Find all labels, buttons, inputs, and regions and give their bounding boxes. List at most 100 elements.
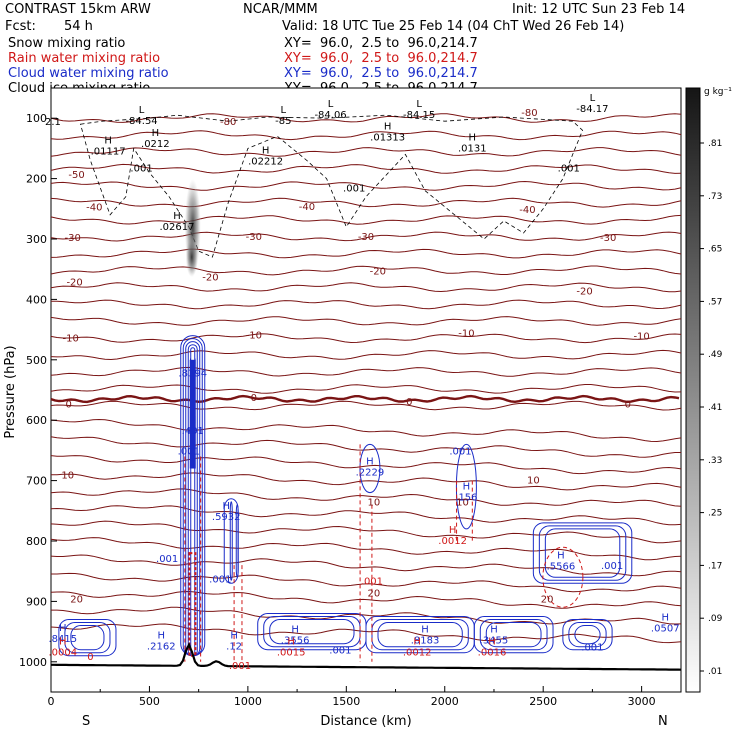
isotherm-label: -40 [519,205,535,216]
isotherm-line [50,214,682,225]
isotherm-line [50,384,682,394]
extremum-marker: H [469,132,477,143]
extremum-marker: L [416,99,422,110]
field-xy-cloud-water: XY= 96.0, 2.5 to 96.0,214.7 [284,66,478,81]
extremum-value: .8394 [178,369,207,380]
isotherm-line [50,590,682,609]
cloud-layer-contour [568,622,607,648]
extremum-low: L-84.06 [314,99,346,121]
isotherm-label: -80 [521,108,537,119]
forecast-label: Fcst: [5,19,36,34]
contour-value-label: .001 [209,574,231,585]
extremum-value: .8415 [48,634,77,645]
isotherm-line [50,488,682,507]
extremum-high: H.2229 [356,457,385,479]
isotherm-line [50,265,682,276]
extremum-value: -84.17 [576,104,608,115]
extremum-marker: H [189,415,197,426]
extremum-marker: H [413,637,421,648]
extremum-high: H.8415 [48,623,77,645]
extremum-high: H.0016 [478,637,507,659]
isotherm-line [50,147,682,157]
extremum-value: -84.15 [403,110,435,121]
extremum-high: H.02212 [248,146,283,168]
isotherm-line [50,299,682,310]
south-label: S [82,714,90,729]
colorbar-tick-label-1: .09 [708,614,723,624]
x-tick-label-3: 1500 [332,695,360,708]
isotherm-line [50,505,682,526]
cloud-layer-contour [485,622,542,648]
extremum-value: .8183 [411,636,440,647]
extremum-value: .01117 [91,146,126,157]
extremum-value: .5932 [212,512,241,523]
colorbar-tick-label-7: .57 [708,297,722,307]
freezing-level-line [50,394,680,404]
cloud-layer-contour [229,501,233,581]
isotherm-line [50,163,682,174]
extremum-value: -84.54 [125,116,157,127]
terrain-line [51,642,682,671]
extremum-value: .0012 [403,648,432,659]
isotherm-label: -30 [246,232,262,243]
extremum-low: L-84.54 [125,105,157,127]
north-label: N [658,714,668,729]
extremum-marker: H [366,457,374,468]
extremum-marker: H [157,631,165,642]
field-name-cloud-water: Cloud water mixing ratio [8,66,169,81]
colorbar-tick-label-0: .01 [708,667,722,677]
cloud-layer-contour [269,618,355,645]
field-name-snow: Snow mixing ratio [8,36,126,51]
isotherm-label: 10 [456,498,469,509]
field-xy-snow: XY= 96.0, 2.5 to 96.0,214.7 [284,36,478,51]
cloud-layer-contour [562,619,613,651]
extremum-marker: H [421,625,429,636]
field-xy-rain: XY= 96.0, 2.5 to 96.0,214.7 [284,51,478,66]
isotherm-line [50,282,682,293]
extremum-marker: H [488,637,496,648]
isotherm-line [50,537,682,561]
x-tick-label-0: 0 [48,695,55,708]
contour-value-label: .001 [601,561,623,572]
isotherm-label: -20 [576,286,592,297]
isotherm-label: 0 [66,399,72,410]
isotherm-label: 10 [61,471,74,482]
extremum-value: .0507 [651,624,680,635]
extremum-value: -84.06 [314,110,346,121]
cloud-layer-contour [532,522,633,584]
extremum-high: H.3556 [281,625,310,647]
y-tick-label-0: 100 [26,112,47,125]
isotherm-label: -20 [202,272,218,283]
model-title: CONTRAST 15km ARW [5,2,151,17]
extremum-value: -85 [275,116,291,127]
colorbar [685,87,701,693]
extremum-value: .2229 [356,468,385,479]
extremum-value: .5566 [547,561,576,572]
colorbar-ticks: .01 .09 .17 .25 .33 .41 .49 .57 .65 .73 .81 [700,139,723,677]
axes: 0 500 1000 1500 2000 2500 30001002003004005006… [19,112,656,708]
extremum-value: .02212 [248,157,283,168]
extremum-marker: H [152,128,160,139]
plot-frame [50,87,682,693]
extremum-marker: H [287,637,295,648]
extremum-high: H.01117 [91,135,126,157]
valid-time: Valid: 18 UTC Tue 25 Feb 14 (04 ChT Wed … [282,19,625,34]
extremum-high: H.0004 [48,637,77,659]
cloud-layer-contour [479,619,548,651]
extremum-marker: H [104,135,112,146]
extremum-value: .401 [182,426,204,437]
cloud-layer-contour [263,615,361,648]
isotherm-line [50,472,682,491]
isotherm-label: 0 [251,393,257,404]
extremum-low: L-85 [275,105,291,127]
y-axis-title: Pressure (hPa) [3,345,18,438]
isotherm-line [50,349,682,361]
contour-value-label: 2.1 [45,117,61,128]
colorbar-tick-label-6: .49 [708,350,723,360]
extremum-marker: L [139,105,145,116]
isotherm-line [50,366,682,377]
extremum-marker: H [384,121,392,132]
extremum-high: H.5566 [547,550,576,572]
contour-value-label: .001 [558,164,580,175]
